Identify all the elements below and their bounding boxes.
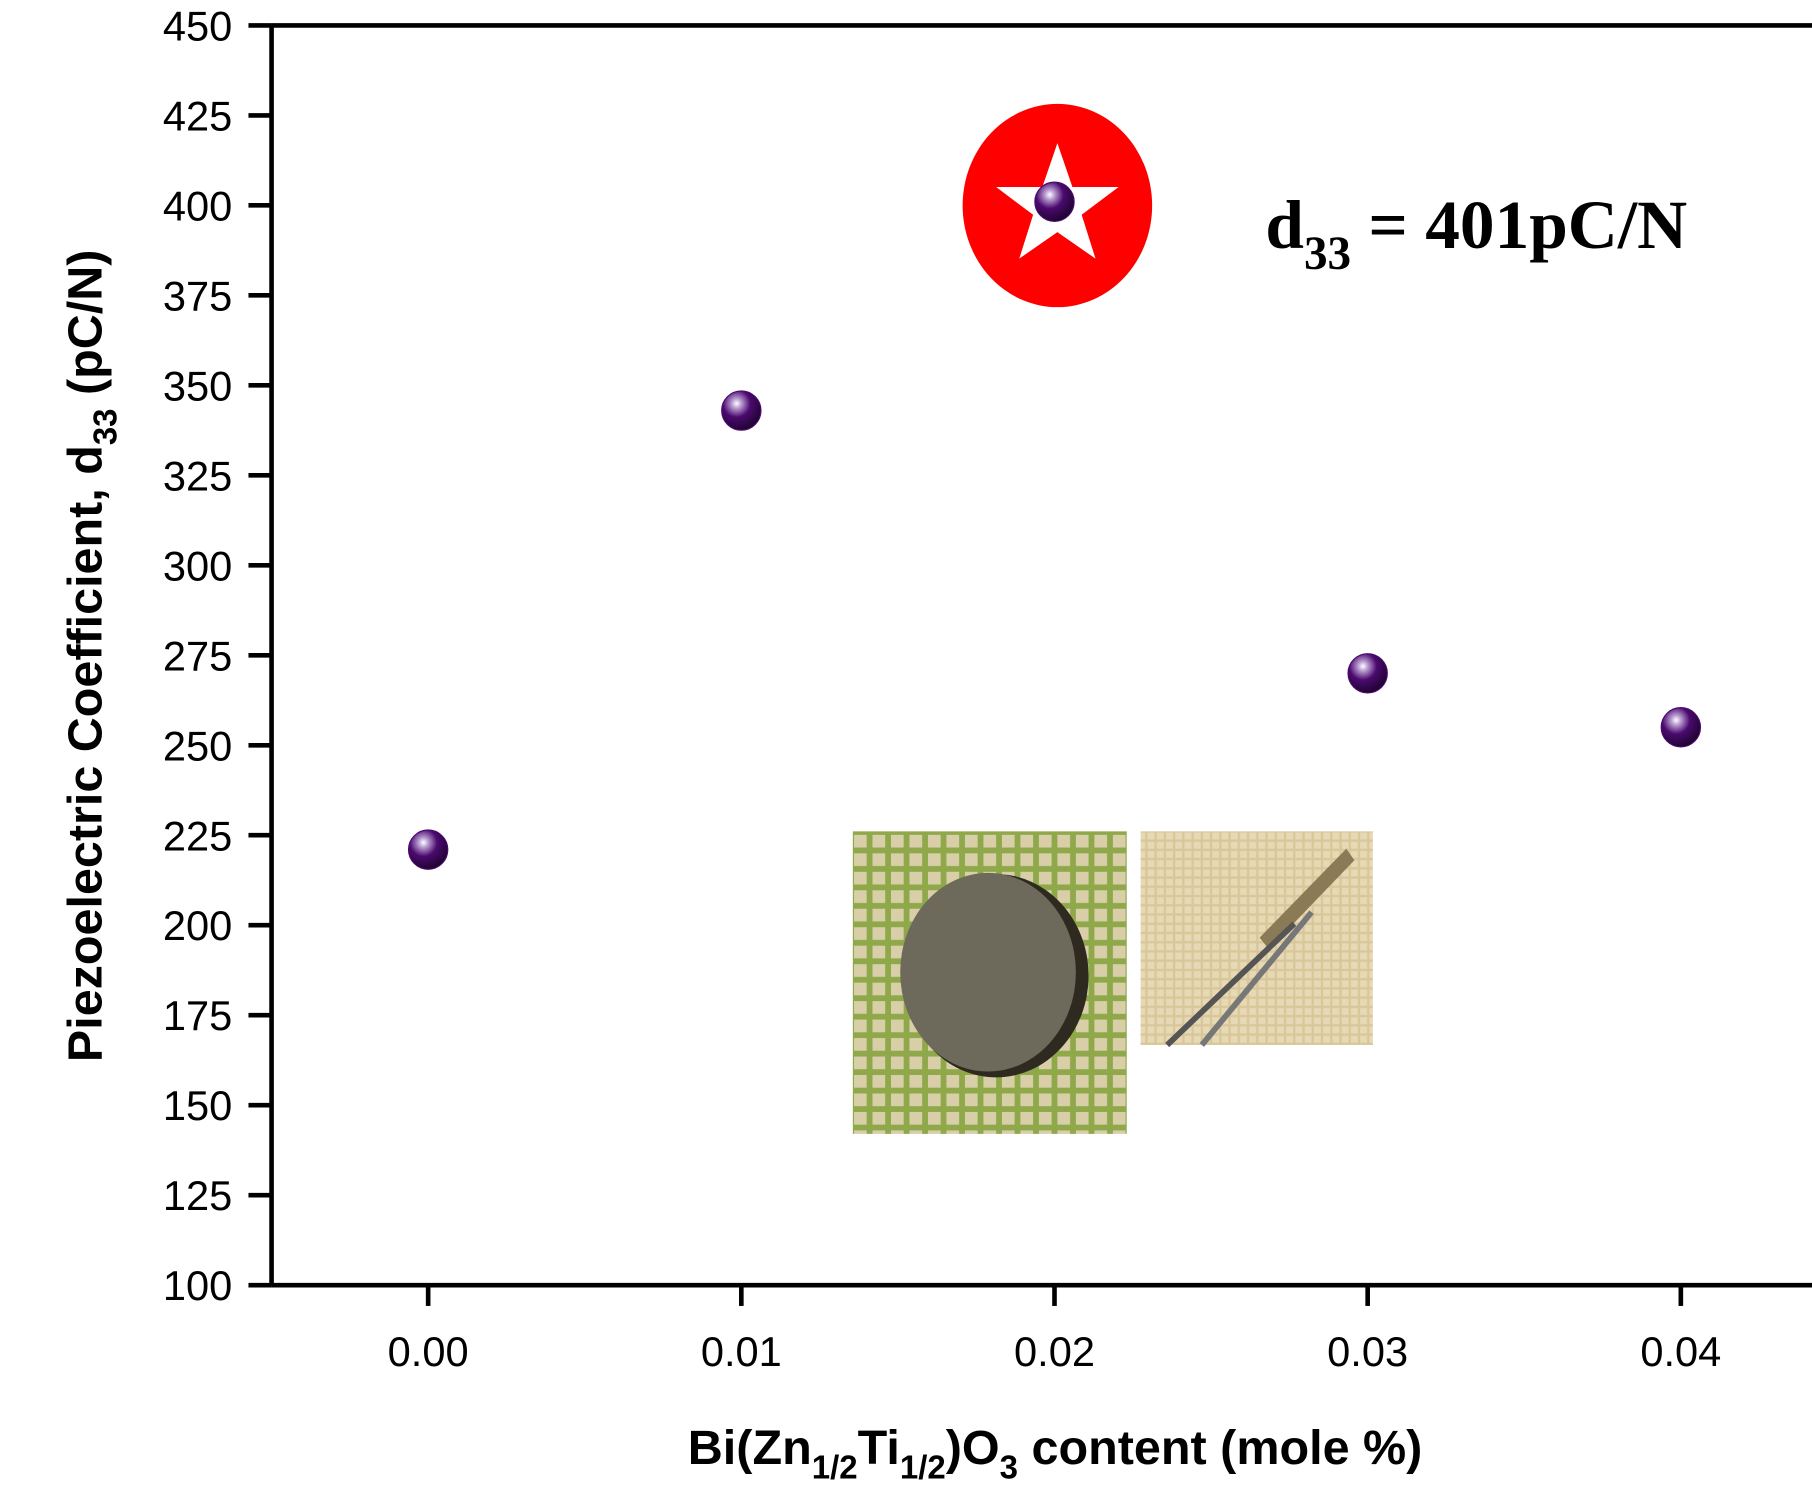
y-tick-label: 150 xyxy=(163,1082,232,1129)
x-axis-title-part: Ti xyxy=(858,1421,900,1475)
y-tick-label: 175 xyxy=(163,992,232,1039)
data-point xyxy=(1348,654,1387,693)
y-tick-label: 125 xyxy=(163,1172,232,1219)
annotation-part: d xyxy=(1265,186,1304,263)
y-tick-label: 375 xyxy=(163,272,232,319)
page: {"chart_data": { "type": "scatter", "x":… xyxy=(0,0,1812,1493)
x-axis-title-part: )O xyxy=(946,1421,1000,1475)
data-point xyxy=(1035,182,1074,221)
chart: 100 125 150 175 200 225 250 275 300 325 350 375 400 4… xyxy=(0,0,1812,1493)
data-point xyxy=(1661,708,1700,747)
y-tick-label: 100 xyxy=(163,1262,232,1309)
y-axis-title-part: Piezoelectric Coefficient, d xyxy=(59,445,113,1062)
y-tick-label: 225 xyxy=(163,812,232,859)
inset-photo-disk xyxy=(853,831,1127,1134)
x-tick-label: 0.04 xyxy=(1640,1328,1721,1375)
data-point xyxy=(409,830,448,869)
y-tick-label: 425 xyxy=(163,92,232,139)
x-tick-label: 0.01 xyxy=(701,1328,782,1375)
x-tick-label: 0.03 xyxy=(1327,1328,1408,1375)
data-point xyxy=(722,391,761,430)
y-tick-label: 200 xyxy=(163,902,232,949)
x-tick-label: 0.02 xyxy=(1014,1328,1095,1375)
y-tick-label: 325 xyxy=(163,452,232,499)
y-tick-label: 250 xyxy=(163,722,232,769)
annotation: d33 = 401pC/N xyxy=(1265,186,1687,280)
inset-photo-sheet xyxy=(1141,831,1373,1045)
x-axis-title-part: 3 xyxy=(1000,1449,1018,1486)
x-axis-title: Bi(Zn1/2Ti1/2)O3 content (mole %) xyxy=(688,1421,1423,1486)
y-tick-label: 450 xyxy=(163,2,232,49)
annotation-part: 33 xyxy=(1304,228,1351,280)
y-tick-label: 350 xyxy=(163,362,232,409)
y-axis-title: Piezoelectric Coefficient, d33 (pC/N) xyxy=(59,250,124,1063)
y-tick-label: 275 xyxy=(163,632,232,679)
y-tick-label: 300 xyxy=(163,542,232,589)
x-tick-label: 0.00 xyxy=(388,1328,469,1375)
y-tick-label: 400 xyxy=(163,182,232,229)
y-axis-title-part: (pC/N) xyxy=(59,250,113,409)
y-axis-title-part: 33 xyxy=(86,408,123,445)
x-axis-title-part: content (mole %) xyxy=(1018,1421,1422,1475)
x-axis-title-part: 1/2 xyxy=(812,1449,858,1486)
annotation-part: = 401pC/N xyxy=(1351,186,1687,263)
x-axis-title-part: Bi(Zn xyxy=(688,1421,812,1475)
x-axis-title-part: 1/2 xyxy=(900,1449,946,1486)
